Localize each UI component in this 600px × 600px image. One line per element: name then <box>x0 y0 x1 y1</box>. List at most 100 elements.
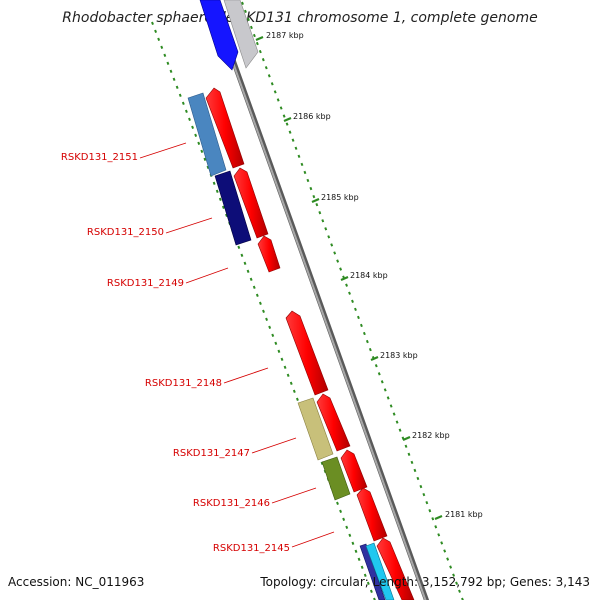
position-dot <box>425 500 429 505</box>
position-dot <box>274 341 278 345</box>
position-dot <box>362 331 366 336</box>
position-dot <box>154 29 158 33</box>
position-dot <box>369 589 373 593</box>
position-dot <box>258 301 262 305</box>
backbone-track <box>208 0 430 600</box>
gene-feature-red[interactable] <box>376 537 415 600</box>
gene-feature-red[interactable] <box>340 449 368 493</box>
position-dot <box>218 197 222 201</box>
position-dot <box>280 357 284 361</box>
cds-feature-cyan[interactable] <box>365 542 395 600</box>
position-dot <box>203 157 207 161</box>
gene-label-leaders <box>139 142 335 548</box>
position-dot <box>291 138 295 142</box>
tick-mark <box>370 355 379 362</box>
gene-label[interactable]: RSKD131_2146 <box>193 498 270 509</box>
position-dot <box>351 299 354 303</box>
position-dot <box>365 339 369 344</box>
tick-mark <box>283 116 292 123</box>
position-dot <box>297 154 301 158</box>
position-dot <box>389 404 393 408</box>
position-dot <box>351 541 355 545</box>
cds-feature-blue[interactable] <box>199 0 239 71</box>
position-dot <box>252 285 256 289</box>
inner-position-dots <box>151 21 376 600</box>
gene-feature-red[interactable] <box>233 167 269 239</box>
position-dot <box>368 347 372 352</box>
position-dot <box>178 93 182 97</box>
cds-feature-olive-light[interactable] <box>297 397 334 461</box>
position-dot <box>225 213 228 217</box>
position-dot <box>241 1 244 5</box>
tick-mark <box>434 514 443 521</box>
gene-features[interactable] <box>187 0 415 600</box>
cds-feature-silver[interactable] <box>223 0 259 69</box>
position-dot <box>318 211 322 215</box>
tick-mark <box>402 435 411 442</box>
position-dot <box>286 373 290 377</box>
position-dot <box>345 525 349 529</box>
position-dot <box>416 476 420 481</box>
position-dot <box>285 122 289 126</box>
position-dot <box>330 243 334 247</box>
position-dot <box>360 565 364 569</box>
position-dot <box>395 420 399 424</box>
position-dot <box>320 461 324 465</box>
tick-label: 2185 kbp <box>321 193 359 202</box>
position-dot <box>354 549 358 553</box>
position-dot <box>273 90 277 94</box>
position-dot <box>404 444 408 448</box>
gene-label[interactable]: RSKD131_2149 <box>107 278 184 289</box>
position-dot <box>407 452 411 456</box>
gene-feature-red[interactable] <box>316 393 351 452</box>
position-dot <box>366 581 370 585</box>
cds-feature-navy[interactable] <box>359 543 386 600</box>
position-dot <box>246 269 250 273</box>
position-dot <box>252 33 256 38</box>
position-dot <box>191 125 195 129</box>
position-dot <box>333 251 337 255</box>
position-dot <box>163 53 167 57</box>
cds-feature-navy[interactable] <box>214 170 252 246</box>
position-dot <box>258 49 262 54</box>
position-dot <box>446 557 450 561</box>
gene-label[interactable]: RSKD131_2150 <box>87 227 164 238</box>
position-dot <box>452 573 456 577</box>
position-dot <box>194 133 198 137</box>
tick-label: 2184 kbp <box>350 271 388 280</box>
position-dot <box>277 349 281 353</box>
gene-feature-red[interactable] <box>257 235 281 273</box>
position-dot <box>255 293 259 297</box>
accession-text: Accession: NC_011963 <box>8 575 145 589</box>
position-dot <box>166 61 170 65</box>
gene-label[interactable]: RSKD131_2147 <box>173 448 250 459</box>
gene-label[interactable]: RSKD131_2151 <box>61 152 138 163</box>
position-dot <box>289 381 293 385</box>
position-dot <box>264 66 268 70</box>
position-dot <box>348 533 352 537</box>
gene-feature-red[interactable] <box>285 310 329 396</box>
position-dot <box>240 253 244 257</box>
position-dot <box>172 77 176 81</box>
cds-feature-steelblue[interactable] <box>187 92 227 177</box>
gene-feature-red[interactable] <box>205 87 245 169</box>
outer-position-dots <box>241 1 464 600</box>
gene-label[interactable]: RSKD131_2145 <box>213 543 290 554</box>
position-dot <box>249 25 253 30</box>
tick-mark <box>311 197 320 204</box>
position-dot <box>306 178 310 183</box>
position-dot <box>255 41 259 46</box>
position-dot <box>363 573 367 577</box>
gene-label[interactable]: RSKD131_2148 <box>145 378 222 389</box>
tick-mark <box>255 35 264 42</box>
position-dot <box>339 509 343 513</box>
cds-feature-olive[interactable] <box>321 456 351 501</box>
position-dot <box>295 397 299 401</box>
gene-feature-red[interactable] <box>356 487 388 542</box>
position-dot <box>342 517 346 521</box>
position-dot <box>157 37 161 41</box>
position-dot <box>188 117 191 121</box>
position-dot <box>392 412 396 416</box>
position-dot <box>271 333 275 337</box>
